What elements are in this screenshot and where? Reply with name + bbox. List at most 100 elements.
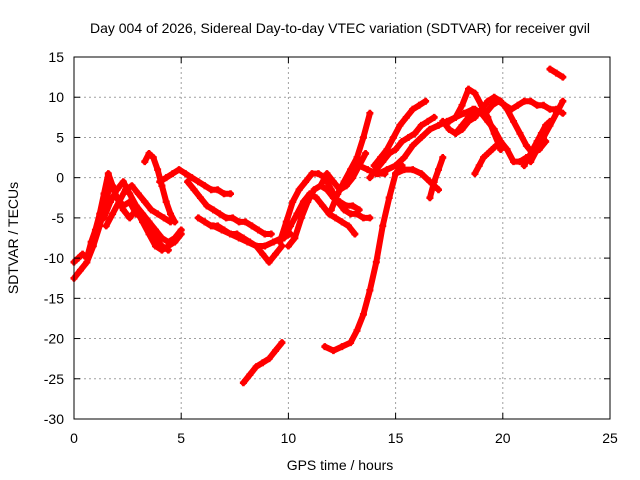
data-point — [415, 101, 423, 109]
data-point — [177, 226, 185, 234]
data-point — [246, 371, 254, 379]
data-point — [126, 214, 134, 222]
data-point — [308, 170, 316, 178]
data-point — [385, 194, 393, 202]
data-point — [272, 347, 280, 355]
data-point — [166, 210, 174, 218]
plot-frame — [73, 56, 611, 420]
data-point — [338, 218, 346, 226]
data-point — [392, 162, 400, 170]
data-point — [349, 202, 357, 210]
data-point — [100, 190, 108, 198]
data-point — [145, 230, 153, 238]
data-point — [452, 129, 460, 137]
data-point — [291, 234, 299, 242]
data-point — [359, 133, 367, 141]
data-point — [162, 174, 170, 182]
data-point — [164, 238, 172, 246]
data-point — [464, 117, 472, 125]
data-point — [220, 190, 228, 198]
data-point — [516, 129, 524, 137]
data-point — [156, 178, 164, 186]
data-point — [559, 73, 567, 81]
data-point — [158, 234, 166, 242]
data-point — [396, 121, 404, 129]
data-point — [492, 141, 500, 149]
data-point — [480, 154, 488, 162]
x-axis-title: GPS time / hours — [287, 457, 394, 473]
data-point — [287, 222, 295, 230]
x-tick-label: 25 — [602, 430, 618, 446]
data-point — [254, 226, 262, 234]
data-point — [366, 214, 374, 222]
data-point — [347, 166, 355, 174]
y-tick-label: -30 — [44, 411, 64, 427]
data-point — [422, 97, 430, 105]
data-point — [342, 202, 350, 210]
series-line-track-30 — [356, 162, 388, 177]
data-point — [323, 186, 331, 194]
y-tick-label: 0 — [56, 170, 64, 186]
data-point — [507, 105, 515, 113]
data-point — [520, 162, 528, 170]
data-point — [319, 202, 327, 210]
data-point — [272, 250, 280, 258]
data-point — [282, 218, 290, 226]
data-point — [151, 242, 159, 250]
data-point — [460, 109, 468, 117]
x-tick-label: 5 — [177, 430, 185, 446]
data-point — [464, 85, 472, 93]
data-point — [434, 121, 442, 129]
data-point — [184, 178, 192, 186]
x-tick-label: 0 — [70, 430, 78, 446]
data-point — [372, 170, 380, 178]
series-line-track-21 — [426, 154, 446, 201]
data-point — [490, 93, 498, 101]
data-point — [334, 190, 342, 198]
data-point — [347, 339, 355, 347]
data-point — [280, 234, 288, 242]
data-point — [445, 125, 453, 133]
data-point — [141, 198, 149, 206]
data-point — [158, 246, 166, 254]
x-tick-label: 20 — [495, 430, 511, 446]
data-point — [482, 109, 490, 117]
data-point — [471, 113, 479, 121]
data-point — [537, 129, 545, 137]
data-point — [323, 170, 331, 178]
data-point — [533, 137, 541, 145]
data-point — [261, 242, 269, 250]
data-point — [304, 198, 312, 206]
y-axis-title: SDTVAR / TECUs — [5, 182, 21, 294]
data-point — [229, 214, 237, 222]
series-line-track-07 — [184, 178, 275, 237]
data-point — [527, 97, 535, 105]
data-point — [109, 210, 117, 218]
data-point — [265, 258, 273, 266]
data-point — [201, 182, 209, 190]
data-point — [209, 206, 217, 214]
y-tick-label: 5 — [56, 129, 64, 145]
data-point — [520, 97, 528, 105]
data-point — [154, 210, 162, 218]
data-point — [409, 105, 417, 113]
data-point — [381, 170, 389, 178]
data-point — [366, 286, 374, 294]
data-point — [501, 101, 509, 109]
data-point — [79, 250, 87, 258]
data-point — [175, 166, 183, 174]
data-point — [559, 97, 567, 105]
data-point — [533, 101, 541, 109]
data-point — [76, 266, 84, 274]
data-point — [379, 158, 387, 166]
data-point — [147, 206, 155, 214]
data-point — [353, 154, 361, 162]
data-point — [269, 238, 277, 246]
data-point — [295, 186, 303, 194]
data-point — [362, 150, 370, 158]
data-point — [227, 230, 235, 238]
data-point — [194, 214, 202, 222]
data-point — [201, 218, 209, 226]
data-point — [109, 182, 117, 190]
data-point — [207, 186, 215, 194]
